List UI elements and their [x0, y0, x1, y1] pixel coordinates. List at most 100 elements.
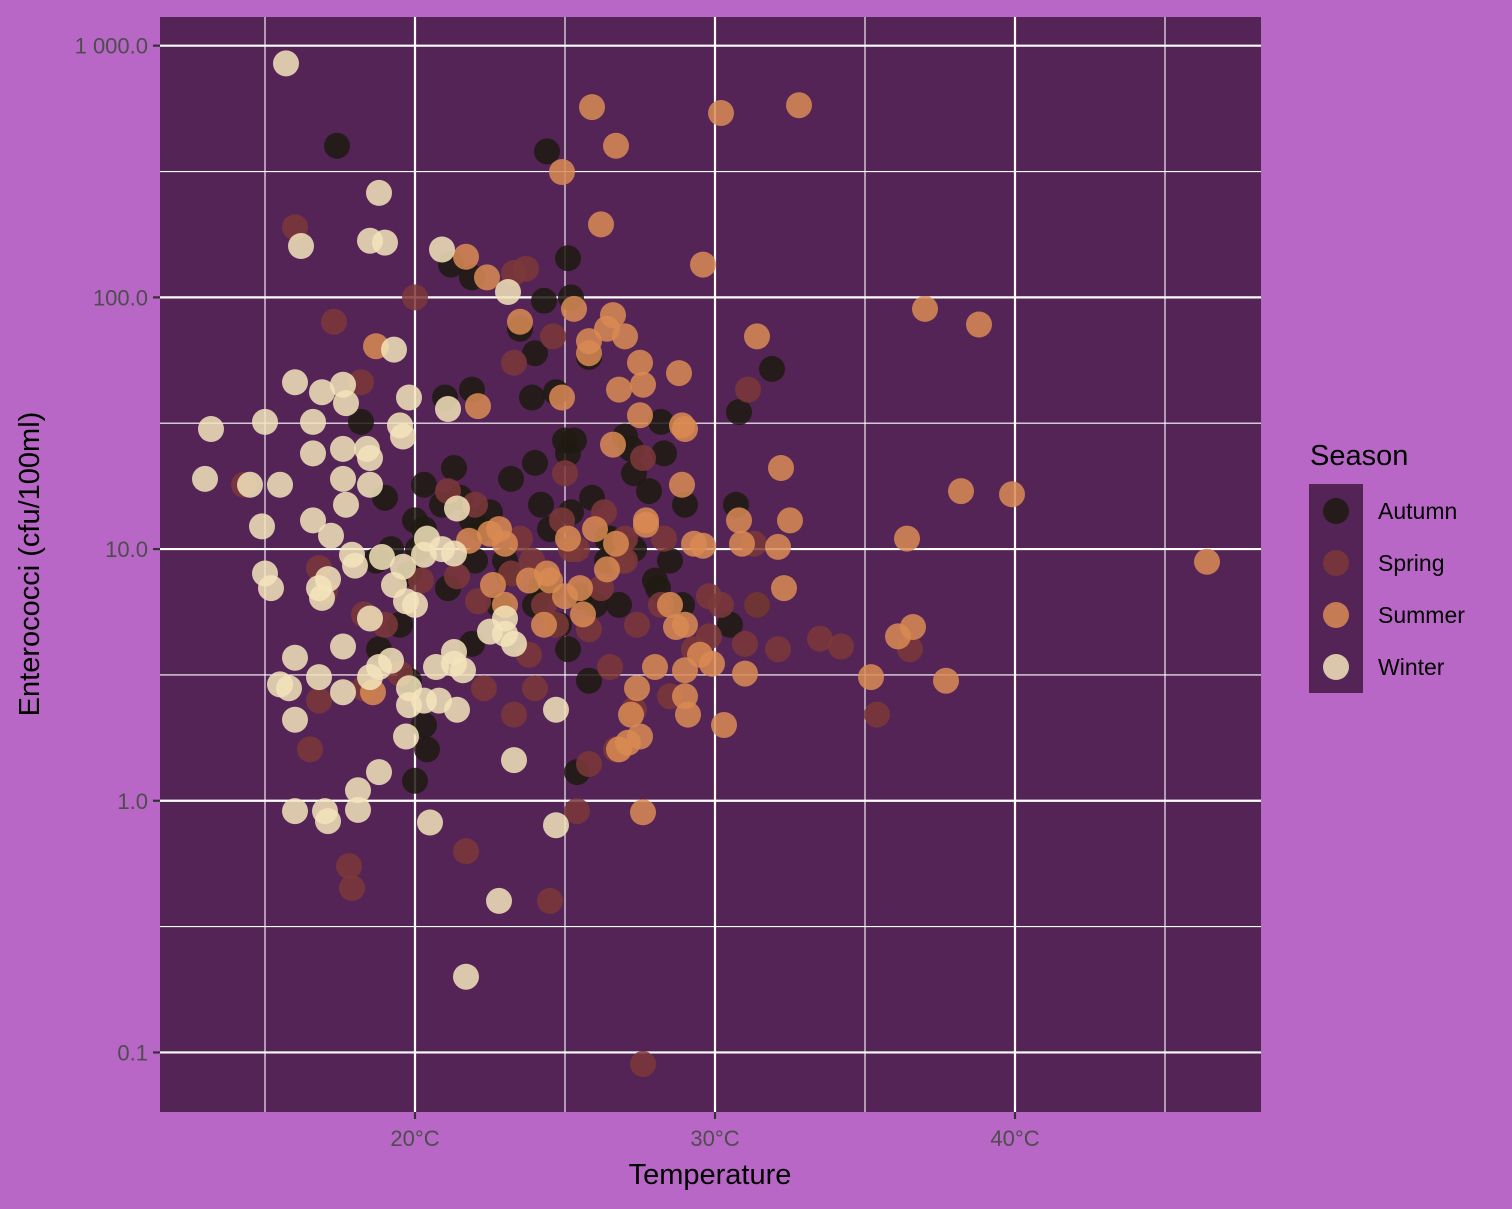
data-point: [414, 736, 440, 763]
data-point: [336, 853, 362, 880]
data-point: [552, 460, 578, 487]
legend-label: Spring: [1378, 550, 1444, 576]
data-point: [513, 255, 539, 282]
legend-item-winter: Winter: [1323, 654, 1445, 680]
data-point: [648, 408, 674, 435]
data-point: [300, 507, 326, 534]
data-point: [540, 323, 566, 350]
data-point: [630, 371, 656, 398]
data-point: [768, 455, 794, 481]
data-point: [606, 591, 632, 618]
data-point: [306, 687, 332, 714]
data-point: [633, 511, 659, 538]
data-point: [276, 675, 302, 702]
data-point: [339, 875, 365, 901]
data-point: [1194, 548, 1220, 575]
data-point: [486, 887, 512, 914]
data-point: [777, 507, 803, 534]
data-point: [696, 583, 722, 610]
data-point: [441, 540, 467, 567]
data-point: [576, 751, 602, 777]
legend-items: Autumn Spring Summer Winter: [1323, 498, 1465, 680]
data-point: [429, 236, 455, 263]
data-point: [507, 308, 533, 335]
data-point: [729, 530, 755, 557]
data-point: [198, 416, 224, 442]
data-point: [531, 591, 557, 618]
data-point: [501, 747, 527, 774]
data-point: [732, 630, 758, 657]
data-point: [732, 660, 758, 687]
data-point: [402, 767, 428, 794]
data-point: [663, 614, 689, 640]
data-point: [528, 491, 554, 518]
data-point: [735, 376, 761, 403]
data-point: [744, 323, 770, 350]
y-tick-label: 1.0: [117, 789, 148, 814]
y-tick-label: 0.1: [117, 1040, 148, 1065]
data-point: [582, 516, 608, 543]
data-point: [543, 812, 569, 839]
data-point: [561, 295, 587, 322]
data-point: [642, 567, 668, 594]
data-point: [453, 243, 479, 270]
data-point: [933, 667, 959, 694]
data-point: [321, 308, 347, 335]
data-point: [588, 211, 614, 238]
data-point: [564, 798, 590, 825]
data-point: [282, 644, 308, 671]
legend-item-summer: Summer: [1323, 602, 1465, 628]
data-point: [342, 552, 368, 579]
legend-key: [1323, 654, 1349, 680]
data-point: [531, 287, 557, 314]
data-point: [657, 547, 683, 574]
data-point: [627, 402, 653, 429]
data-point: [273, 50, 299, 77]
data-point: [453, 838, 479, 865]
data-point: [726, 399, 752, 426]
data-point: [672, 683, 698, 710]
data-point: [396, 384, 422, 411]
data-point: [471, 675, 497, 702]
data-point: [192, 465, 218, 492]
data-point: [381, 336, 407, 363]
legend-label: Winter: [1378, 654, 1445, 680]
legend: Season Autumn Spring Summer Winter: [1309, 440, 1465, 693]
data-point: [495, 279, 521, 305]
data-point: [765, 636, 791, 663]
data-point: [267, 471, 293, 498]
legend-item-spring: Spring: [1323, 550, 1444, 576]
data-point: [324, 132, 350, 159]
data-point: [543, 696, 569, 723]
data-point: [630, 1051, 656, 1077]
data-point: [555, 636, 581, 663]
data-point: [612, 323, 638, 350]
data-point: [522, 449, 548, 476]
data-point: [672, 416, 698, 442]
data-point: [666, 360, 692, 387]
data-point: [300, 408, 326, 435]
data-point: [402, 284, 428, 311]
series-winter: [192, 50, 569, 990]
data-point: [477, 520, 503, 547]
data-point: [534, 138, 560, 165]
data-point: [492, 605, 518, 632]
data-point: [306, 664, 332, 691]
data-point: [597, 654, 623, 680]
data-point: [630, 445, 656, 471]
data-point: [516, 567, 542, 594]
data-point: [576, 667, 602, 694]
data-point: [744, 591, 770, 618]
y-tick-label: 100.0: [93, 285, 148, 310]
x-axis-title: Temperature: [629, 1159, 792, 1191]
data-point: [333, 390, 359, 417]
data-point: [315, 808, 341, 835]
legend-title: Season: [1310, 440, 1408, 472]
data-point: [600, 431, 626, 458]
data-point: [402, 591, 428, 618]
y-axis-ticks: 0.1 1.0 10.0 100.0 1 000.0: [75, 34, 160, 1065]
data-point: [999, 481, 1025, 508]
data-point: [900, 614, 926, 640]
legend-label: Summer: [1378, 602, 1465, 628]
series-summer: [360, 92, 1220, 826]
